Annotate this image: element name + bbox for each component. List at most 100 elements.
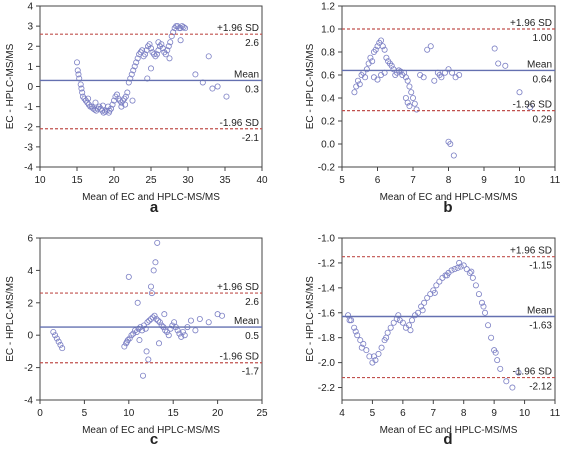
data-point [167,325,174,332]
data-point [77,81,84,88]
y-tick-label: 0.0 [321,140,335,151]
data-point [155,39,162,46]
data-point [503,378,510,385]
panel-a: 10 15 20 25 30 35 40 -4 -3 -2 -1 0 1 2 3 4 Mean of EC an… [5,2,268,217]
data-point [152,259,159,266]
x-tick-label: 20 [108,175,120,186]
mean-line-label: Mean [527,306,552,317]
mean-value-label: 0.3 [245,84,259,95]
data-point [495,60,502,67]
x-tick-label: 10 [34,175,46,186]
data-point [147,45,154,52]
data-point [468,268,475,275]
data-point [144,319,151,326]
y-tick-label: 1 [27,62,33,73]
data-point [374,76,381,83]
data-point [351,89,358,96]
data-point [356,81,363,88]
data-point [443,272,450,279]
data-point [482,309,489,316]
data-point [369,58,376,65]
y-tick-label: -2 [24,122,33,133]
data-point [351,324,358,331]
plot-frame [341,5,556,168]
x-tick-label: 40 [256,175,268,186]
data-point [90,105,97,112]
y-tick-label: -1 [24,102,33,113]
data-point [155,340,162,347]
upper-line-label: +1.96 SD [217,23,259,34]
data-point [450,152,457,159]
data-point [85,95,92,102]
data-point [74,59,81,66]
data-point [55,338,62,345]
data-point [181,332,188,339]
lower-line-label: -1.96 SD [220,118,259,129]
plot-frame [39,237,263,401]
y-axis-label: EC - HPLC-MS/MS [5,43,16,129]
data-point [433,282,440,289]
data-point [457,263,464,270]
data-point [488,334,495,341]
data-point [192,71,199,78]
data-point [150,267,157,274]
data-point [158,41,165,48]
x-tick-label: 11 [550,408,561,419]
data-point [383,334,390,341]
data-point [409,95,416,102]
data-point [147,283,154,290]
data-point [516,89,523,96]
data-point [354,332,361,339]
data-point [478,299,485,306]
data-point [134,55,141,62]
data-point [404,77,411,84]
data-point [406,103,413,110]
y-tick-label: 3 [27,22,33,33]
data-point [358,344,365,351]
data-point [362,74,369,81]
data-point [378,37,385,44]
data-point [451,266,458,273]
data-point [205,53,212,60]
panel-letter: d [443,431,452,448]
data-point [165,43,172,50]
y-tick-label: 1.0 [321,25,335,36]
data-point [59,345,66,352]
data-point [74,67,81,74]
mean-value-label: 0.5 [245,331,259,342]
panel-letter: c [150,431,158,448]
data-point [515,369,522,376]
lower-line-label: -1.96 SD [220,352,259,363]
data-point [372,46,379,53]
lower-value-label: 0.29 [533,115,553,126]
panel-d: 4 5 6 7 8 9 10 11 -2.2 -2.0 -1.8 -1.6 -1.4 -1.2 -1.0 Me… [305,234,561,449]
data-point [346,317,353,324]
y-tick-label: -2.2 [318,383,336,394]
data-point [57,341,64,348]
x-tick-label: 35 [219,175,231,186]
y-tick-label: -1.6 [318,308,336,319]
data-point [219,312,226,319]
data-point [131,63,138,70]
data-point [485,322,492,329]
data-point [214,83,221,90]
data-point [424,46,431,53]
data-point [372,357,379,364]
data-point [53,335,60,342]
y-axis-label: EC - HPLC-MS/MS [305,43,316,129]
data-point [139,47,146,54]
data-point [463,266,470,273]
x-tick-label: 15 [71,175,83,186]
data-point [154,239,161,246]
x-tick-label: 25 [145,175,157,186]
data-point [397,68,404,75]
data-point [413,106,420,113]
data-point [205,319,212,326]
data-point [143,348,150,355]
y-tick-label: 2 [27,298,33,309]
data-point [128,332,135,339]
data-point [466,269,473,276]
data-point [163,328,170,335]
data-point [431,289,438,296]
